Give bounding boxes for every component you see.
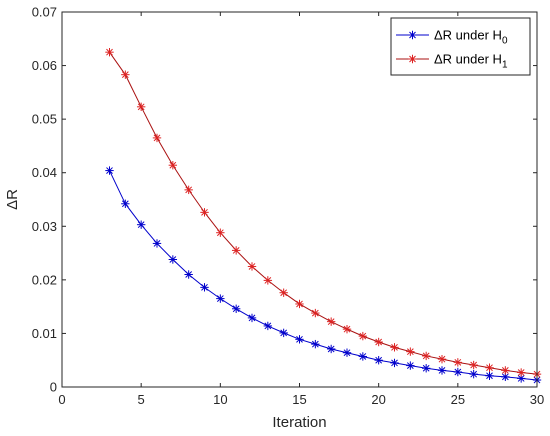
data-point: [184, 185, 193, 195]
series-line-0: [109, 170, 538, 381]
y-tick-label: 0.02: [32, 272, 57, 287]
series-1: [105, 47, 542, 379]
x-tick-label: 15: [292, 392, 306, 407]
data-point: [326, 317, 336, 326]
y-tick-label: 0.01: [32, 326, 57, 341]
data-point: [421, 364, 431, 373]
data-point: [437, 354, 447, 364]
data-point: [200, 208, 209, 217]
data-point: [216, 294, 225, 303]
data-point: [516, 368, 526, 377]
data-point: [485, 371, 494, 380]
data-point: [216, 228, 225, 237]
data-point: [469, 360, 478, 370]
legend-item-1: ΔR under H1: [396, 52, 508, 71]
legend-label: ΔR under H0: [434, 28, 508, 47]
data-point: [121, 199, 130, 208]
data-point: [469, 369, 478, 379]
data-point: [136, 220, 146, 229]
data-point: [311, 308, 320, 318]
y-tick-label: 0.04: [32, 165, 57, 180]
data-point: [326, 344, 336, 354]
data-point: [421, 351, 431, 361]
x-axis-label: Iteration: [272, 414, 326, 431]
y-tick-label: 0: [50, 380, 57, 395]
data-point: [406, 347, 415, 356]
data-point: [231, 246, 241, 255]
data-point: [200, 283, 209, 292]
data-point: [311, 339, 320, 349]
data-point: [152, 239, 162, 248]
x-tick-label: 25: [451, 392, 465, 407]
data-point: [374, 337, 383, 347]
data-point: [247, 313, 257, 323]
y-axis-ticks: 0 0.01 0.02 0.03 0.04 0.05 0.06 0.07: [32, 5, 537, 395]
data-point: [263, 321, 273, 331]
data-point: [168, 255, 178, 264]
legend-marker: [408, 54, 417, 64]
legend: ΔR under H0 ΔR under H1: [390, 17, 531, 76]
legend-label: ΔR under H1: [434, 52, 508, 71]
series-0: [105, 166, 542, 385]
y-tick-label: 0.06: [32, 58, 57, 73]
data-point: [136, 102, 146, 112]
legend-marker: [408, 30, 417, 40]
legend-box: [390, 17, 531, 76]
y-tick-label: 0.03: [32, 219, 57, 234]
data-point: [279, 288, 288, 297]
data-point: [184, 270, 193, 279]
data-point: [295, 335, 304, 344]
data-point: [453, 358, 463, 367]
data-point: [485, 363, 494, 372]
data-point: [105, 47, 114, 57]
data-point: [374, 356, 383, 365]
data-point: [437, 366, 447, 375]
x-tick-label: 30: [530, 392, 544, 407]
data-point: [406, 361, 415, 370]
data-point: [168, 161, 178, 170]
data-point: [105, 166, 114, 175]
data-point: [358, 352, 368, 361]
data-point: [390, 358, 399, 368]
series-line-1: [109, 51, 538, 375]
data-point: [152, 133, 162, 143]
x-tick-label: 5: [138, 392, 145, 407]
data-point: [247, 262, 257, 271]
data-point: [231, 304, 241, 313]
data-point: [501, 366, 510, 375]
x-tick-label: 10: [213, 392, 227, 407]
y-axis-label: ΔR: [4, 189, 21, 210]
data-point: [263, 276, 273, 285]
data-point: [279, 328, 288, 338]
data-point: [121, 70, 130, 79]
x-tick-label: 20: [371, 392, 385, 407]
legend-item-0: ΔR under H0: [396, 28, 508, 47]
data-point: [358, 331, 368, 341]
y-tick-label: 0.05: [32, 112, 57, 127]
y-tick-label: 0.07: [32, 5, 57, 20]
series-layer: [105, 47, 542, 385]
x-tick-label: 0: [58, 392, 65, 407]
data-point: [295, 299, 304, 309]
data-point: [342, 324, 352, 334]
data-point: [390, 343, 399, 352]
data-point: [342, 348, 352, 357]
plot-frame: [61, 11, 538, 388]
data-point: [453, 367, 463, 377]
